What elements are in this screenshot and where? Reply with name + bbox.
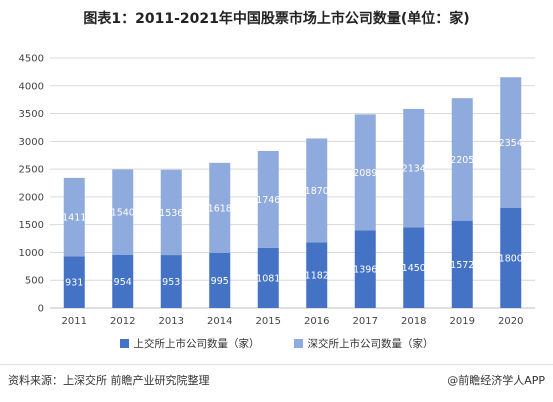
data-label: 2205 — [450, 155, 474, 166]
x-tick-label: 2015 — [256, 316, 281, 327]
y-tick-label: 3000 — [19, 137, 44, 148]
legend-swatch-sse — [119, 339, 129, 348]
data-label: 1450 — [402, 263, 426, 274]
bar-szse — [160, 169, 182, 256]
bar-szse — [451, 98, 473, 221]
x-tick-label: 2016 — [304, 316, 329, 327]
bar-sse — [112, 255, 134, 308]
data-label: 1800 — [499, 254, 523, 265]
bar-sse — [403, 227, 425, 308]
data-label: 995 — [211, 276, 229, 287]
y-tick-label: 1000 — [19, 248, 44, 259]
y-tick-label: 0 — [38, 304, 44, 315]
x-tick-label: 2014 — [207, 316, 232, 327]
y-tick-label: 1500 — [19, 220, 44, 231]
legend-label-sse: 上交所上市公司数量（家） — [133, 338, 260, 350]
data-label: 1081 — [256, 273, 280, 284]
data-label: 1396 — [353, 265, 377, 276]
y-tick-label: 4500 — [19, 54, 44, 65]
source-note: 资料来源：上深交所 前瞻产业研究院整理 — [8, 374, 210, 387]
y-tick-label: 2500 — [19, 165, 44, 176]
y-tick-label: 500 — [25, 276, 44, 287]
bar-szse — [112, 169, 134, 255]
bar-sse — [160, 255, 182, 308]
data-label: 954 — [114, 277, 132, 288]
data-label: 2354 — [499, 138, 523, 149]
bar-sse — [209, 252, 231, 308]
data-label: 2089 — [353, 168, 377, 179]
bar-szse — [63, 177, 85, 257]
legend-item-szse: 深交所上市公司数量（家） — [293, 336, 434, 351]
legend-item-sse: 上交所上市公司数量（家） — [119, 336, 260, 351]
bar-szse — [209, 162, 231, 253]
data-label: 1870 — [305, 186, 329, 197]
bar-szse — [403, 108, 425, 228]
bar-sse — [500, 208, 522, 308]
data-label: 1536 — [159, 208, 183, 219]
legend: 上交所上市公司数量（家） 深交所上市公司数量（家） — [0, 336, 553, 351]
stacked-bar-chart: 0 500 1000 1500 2000 2500 3000 3500 4000 4500 931 1… — [19, 54, 535, 327]
bar-sse — [451, 220, 473, 308]
data-label: 1540 — [111, 208, 135, 219]
data-label: 931 — [65, 278, 83, 289]
bar-szse — [306, 138, 328, 243]
y-tick-label: 4000 — [19, 81, 44, 92]
bar-sse — [63, 256, 85, 308]
data-label: 1411 — [62, 213, 86, 224]
legend-swatch-szse — [293, 339, 303, 348]
bar-szse — [257, 150, 279, 248]
x-tick-label: 2012 — [110, 316, 135, 327]
x-tick-label: 2011 — [62, 316, 87, 327]
footer-divider — [0, 364, 553, 365]
data-label: 1746 — [256, 195, 280, 206]
legend-label-szse: 深交所上市公司数量（家） — [307, 338, 434, 350]
bar-sse — [306, 242, 328, 308]
bar-szse — [500, 77, 522, 208]
data-label: 1618 — [208, 203, 232, 214]
chart-title: 图表1：2011-2021年中国股票市场上市公司数量(单位：家) — [83, 11, 470, 27]
x-tick-label: 2013 — [159, 316, 184, 327]
data-label: 1182 — [305, 271, 329, 282]
bar-sse — [257, 247, 279, 308]
x-tick-label: 2017 — [353, 316, 378, 327]
x-tick-label: 2019 — [450, 316, 475, 327]
x-tick-label: 2018 — [401, 316, 426, 327]
y-tick-label: 2000 — [19, 192, 44, 203]
bar-szse — [354, 114, 376, 231]
data-label: 1572 — [450, 260, 474, 271]
bar-sse — [354, 230, 376, 308]
footer: 资料来源：上深交所 前瞻产业研究院整理 @前瞻经济学人APP — [8, 372, 545, 388]
x-tick-label: 2020 — [498, 316, 523, 327]
brand-credit: @前瞻经济学人APP — [447, 374, 545, 387]
y-tick-label: 3500 — [19, 109, 44, 120]
data-label: 953 — [162, 277, 180, 288]
data-label: 2134 — [402, 164, 426, 175]
